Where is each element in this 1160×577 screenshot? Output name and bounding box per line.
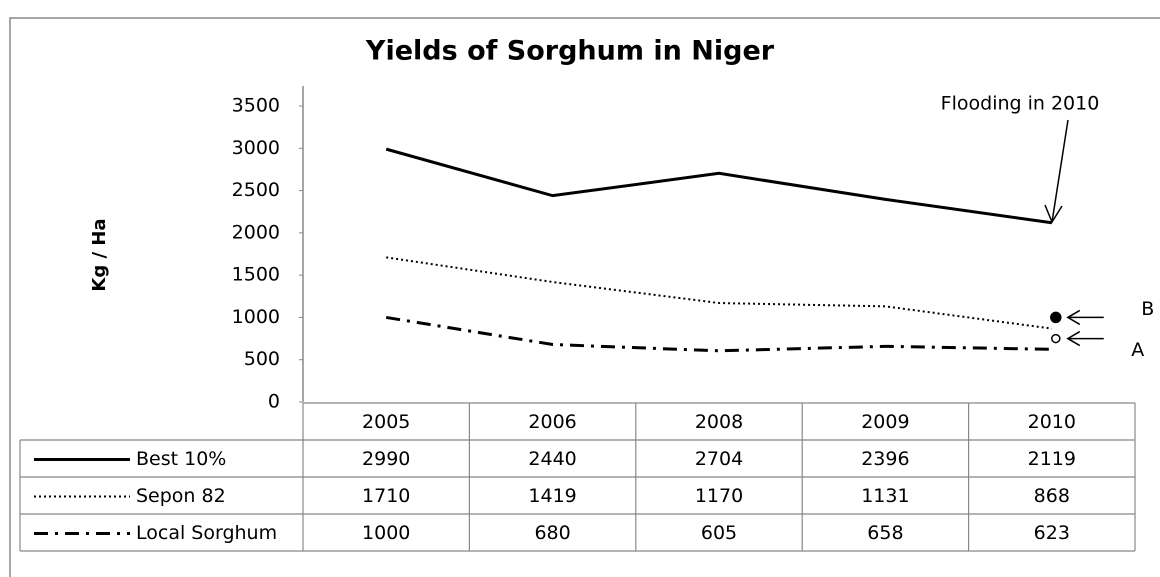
table-value: 2119 xyxy=(1028,448,1076,470)
y-tick-label: 0 xyxy=(268,391,280,413)
y-tick-label: 500 xyxy=(244,348,280,370)
marker-label: B xyxy=(1141,298,1154,320)
table-value: 1419 xyxy=(528,485,576,507)
annotation-arrowhead xyxy=(1044,204,1063,224)
marker xyxy=(1051,333,1061,344)
annotation-arrow xyxy=(1051,119,1069,223)
y-tick-label: 1500 xyxy=(232,264,280,286)
x-tick-label: 2005 xyxy=(362,411,410,433)
x-tick-label: 2009 xyxy=(861,411,909,433)
y-tick-label: 2500 xyxy=(232,179,280,201)
legend-label: Best 10% xyxy=(136,448,226,470)
table-value: 2396 xyxy=(861,448,909,470)
table-value: 2704 xyxy=(695,448,743,470)
annotation: Flooding in 2010 xyxy=(941,93,1100,115)
table-value: 1710 xyxy=(362,485,410,507)
series-line xyxy=(385,147,1053,225)
marker xyxy=(1050,311,1062,324)
series-line xyxy=(386,256,1052,330)
y-tick-label: 3000 xyxy=(232,137,280,159)
y-tick-label: 2000 xyxy=(232,221,280,243)
x-tick-label: 2006 xyxy=(528,411,576,433)
x-tick-label: 2010 xyxy=(1028,411,1076,433)
marker-arrowhead xyxy=(1066,309,1081,326)
y-axis-label: Kg / Ha xyxy=(89,218,110,291)
marker-arrowhead xyxy=(1066,330,1081,347)
legend-label: Sepon 82 xyxy=(136,485,226,507)
table-value: 1170 xyxy=(695,485,743,507)
table-value: 868 xyxy=(1034,485,1070,507)
y-tick-label: 3500 xyxy=(232,95,280,117)
table-value: 1131 xyxy=(861,485,909,507)
table-value: 658 xyxy=(867,522,903,544)
chart-title: Yields of Sorghum in Niger xyxy=(365,36,775,67)
table-value: 2990 xyxy=(362,448,410,470)
y-tick-label: 1000 xyxy=(232,306,280,328)
chart-border xyxy=(9,17,1160,577)
table-value: 2440 xyxy=(528,448,576,470)
table-value: 605 xyxy=(701,522,737,544)
series-line xyxy=(385,315,1052,353)
x-tick-label: 2008 xyxy=(695,411,743,433)
table-value: 1000 xyxy=(362,522,410,544)
table-value: 623 xyxy=(1034,522,1070,544)
marker-label: A xyxy=(1131,339,1144,361)
table-value: 680 xyxy=(534,522,570,544)
legend-label: Local Sorghum xyxy=(136,522,277,544)
